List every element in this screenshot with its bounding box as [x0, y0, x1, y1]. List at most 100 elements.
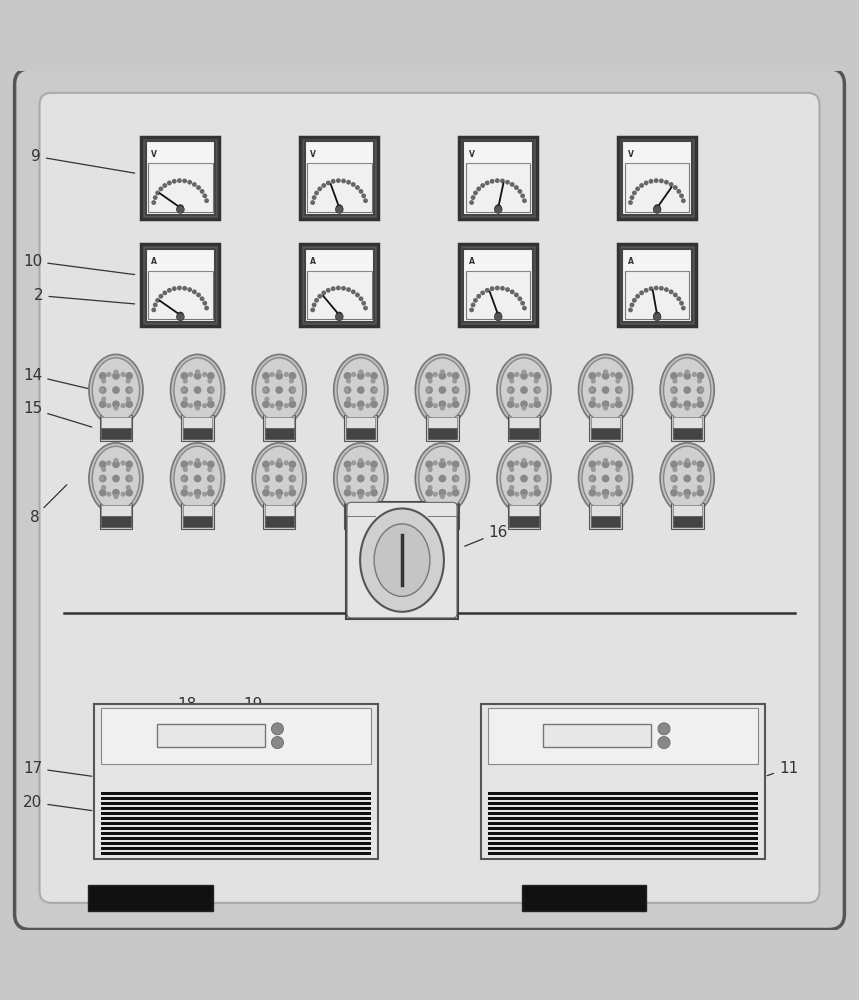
Bar	[618, 137, 696, 219]
Circle shape	[507, 489, 515, 497]
Circle shape	[676, 296, 681, 301]
Circle shape	[187, 180, 192, 185]
Circle shape	[535, 387, 541, 393]
Ellipse shape	[500, 358, 548, 422]
Bar	[464, 249, 533, 322]
Circle shape	[365, 372, 370, 377]
Circle shape	[610, 460, 615, 465]
Circle shape	[99, 475, 107, 482]
Circle shape	[588, 386, 596, 394]
Text: A: A	[627, 257, 633, 266]
Circle shape	[697, 378, 702, 384]
Circle shape	[177, 206, 184, 213]
Circle shape	[615, 400, 623, 408]
Circle shape	[535, 476, 541, 481]
Circle shape	[183, 396, 188, 402]
Circle shape	[447, 372, 452, 377]
Circle shape	[528, 372, 533, 377]
Ellipse shape	[500, 446, 548, 511]
Circle shape	[363, 198, 368, 203]
Circle shape	[358, 369, 363, 375]
Circle shape	[167, 181, 172, 185]
Circle shape	[180, 400, 188, 408]
Circle shape	[262, 460, 270, 468]
Circle shape	[681, 198, 685, 203]
Circle shape	[177, 312, 184, 319]
Bar	[673, 505, 702, 516]
Circle shape	[533, 475, 541, 482]
Circle shape	[188, 372, 193, 377]
Ellipse shape	[360, 508, 444, 612]
Circle shape	[494, 313, 502, 321]
Circle shape	[336, 286, 341, 290]
Circle shape	[351, 460, 356, 465]
Circle shape	[365, 460, 370, 465]
Circle shape	[128, 476, 133, 481]
Circle shape	[331, 286, 336, 291]
Circle shape	[476, 294, 481, 299]
Ellipse shape	[337, 446, 384, 511]
Circle shape	[670, 489, 678, 497]
Circle shape	[509, 485, 515, 490]
Bar	[141, 137, 219, 219]
Circle shape	[357, 460, 364, 468]
Circle shape	[509, 182, 515, 187]
Circle shape	[207, 386, 215, 394]
Circle shape	[615, 396, 620, 402]
Circle shape	[521, 475, 527, 482]
Ellipse shape	[661, 354, 715, 426]
Bar	[346, 505, 375, 516]
Bar	[101, 797, 371, 800]
Circle shape	[630, 303, 635, 307]
Ellipse shape	[170, 354, 225, 426]
Circle shape	[659, 286, 664, 291]
Circle shape	[679, 301, 684, 306]
Circle shape	[289, 485, 294, 490]
Circle shape	[336, 312, 343, 319]
Ellipse shape	[497, 354, 551, 426]
Circle shape	[100, 476, 105, 481]
Circle shape	[447, 403, 452, 408]
Circle shape	[654, 286, 659, 290]
Circle shape	[177, 204, 184, 211]
Circle shape	[370, 386, 378, 394]
Bar	[488, 822, 758, 825]
Bar	[428, 505, 457, 516]
Circle shape	[697, 386, 704, 394]
Circle shape	[99, 400, 107, 408]
Bar	[101, 812, 371, 815]
Circle shape	[355, 293, 360, 297]
Circle shape	[615, 475, 623, 482]
Bar	[673, 516, 702, 527]
Bar	[301, 244, 378, 326]
Bar	[591, 417, 620, 428]
Bar	[265, 417, 294, 428]
Bar	[305, 249, 375, 322]
Circle shape	[202, 492, 207, 497]
Circle shape	[507, 400, 515, 408]
Ellipse shape	[174, 358, 222, 422]
Circle shape	[271, 723, 283, 735]
Circle shape	[528, 460, 533, 465]
Circle shape	[473, 298, 478, 303]
Circle shape	[358, 458, 363, 463]
Circle shape	[125, 386, 133, 394]
Circle shape	[162, 183, 168, 188]
Circle shape	[654, 312, 661, 319]
Circle shape	[469, 308, 474, 312]
Circle shape	[670, 460, 678, 468]
Bar	[181, 503, 214, 529]
Circle shape	[678, 372, 683, 377]
Ellipse shape	[419, 358, 466, 422]
Circle shape	[314, 191, 319, 195]
Text: 11: 11	[767, 761, 798, 776]
Circle shape	[346, 485, 351, 490]
Bar	[101, 505, 131, 516]
Circle shape	[632, 298, 637, 303]
Circle shape	[207, 460, 215, 468]
Circle shape	[194, 460, 201, 468]
Bar	[625, 271, 689, 319]
Circle shape	[177, 313, 184, 321]
Bar	[100, 503, 132, 529]
Circle shape	[194, 400, 201, 408]
